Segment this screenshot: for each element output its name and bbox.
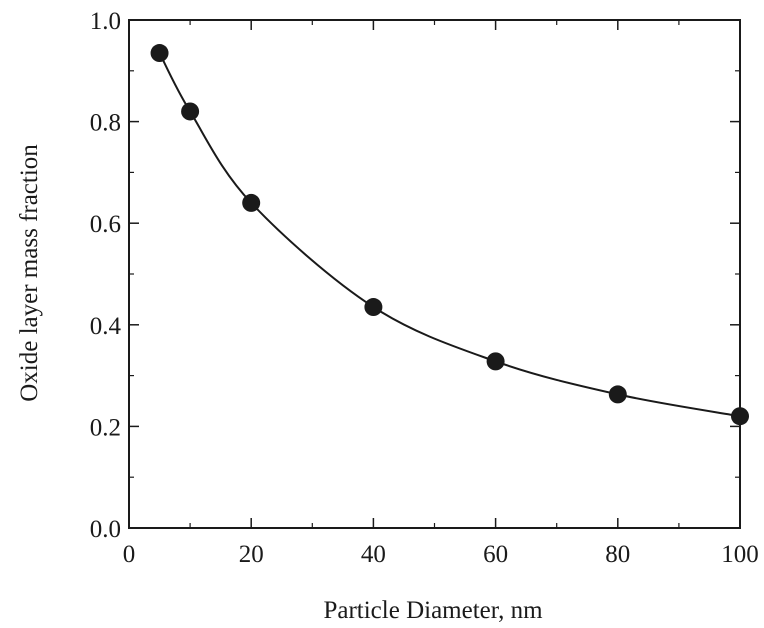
data-point [608, 385, 627, 404]
x-tick-label: 100 [721, 541, 759, 568]
data-point [181, 102, 200, 121]
data-point [486, 352, 505, 371]
data-point [150, 44, 169, 63]
y-tick-label: 0.4 [90, 313, 122, 340]
x-tick-label: 40 [361, 541, 386, 568]
y-tick-label: 1.0 [90, 8, 121, 35]
y-axis: 0.0 0.2 0.4 0.6 0.8 1.0 [90, 8, 740, 543]
y-tick-label: 0.0 [90, 516, 121, 543]
y-tick-label: 0.2 [90, 414, 121, 441]
y-tick-label: 0.6 [90, 211, 121, 238]
data-point [364, 298, 383, 317]
x-tick-label: 60 [483, 541, 508, 568]
plot-frame [128, 19, 741, 529]
x-tick-label: 80 [605, 541, 630, 568]
x-axis: 0 20 40 60 80 100 [123, 20, 759, 568]
data-point [242, 193, 261, 212]
y-axis-label: Oxide layer mass fraction [16, 144, 43, 402]
x-tick-label: 0 [123, 541, 136, 568]
plot-area [128, 19, 749, 529]
y-tick-label: 0.8 [90, 110, 121, 137]
x-tick-label: 20 [239, 541, 264, 568]
fit-curve [158, 52, 741, 418]
x-axis-label: Particle Diameter, nm [323, 597, 543, 624]
data-point [731, 407, 749, 426]
